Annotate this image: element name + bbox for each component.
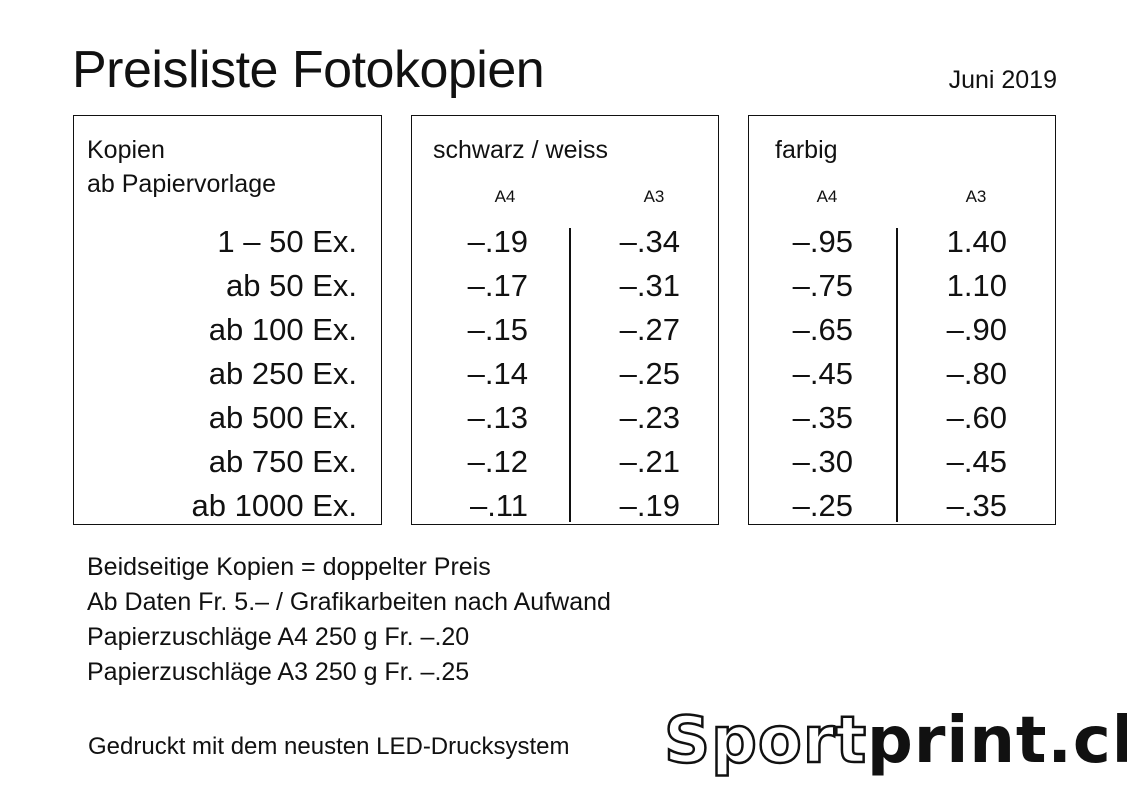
color-a4-price: –.45 bbox=[792, 356, 853, 391]
table-row: –.65 –.90 bbox=[749, 308, 1055, 352]
color-a3-price: –.35 bbox=[946, 488, 1007, 523]
color-a3-price: –.45 bbox=[946, 444, 1007, 479]
color-a4-price: –.65 bbox=[792, 312, 853, 347]
color-a3-header: A3 bbox=[965, 187, 987, 206]
quantity-list: 1 – 50 Ex. ab 50 Ex. ab 100 Ex. ab 250 E… bbox=[74, 220, 381, 528]
bw-a3-price: –.25 bbox=[619, 356, 680, 391]
bw-price-list: –.19 –.34 –.17 –.31 –.15 –.27 –.14 –.25 –.13… bbox=[412, 220, 718, 528]
color-price-list: –.95 1.40 –.75 1.10 –.65 –.90 –.45 –.80 –.35… bbox=[749, 220, 1055, 528]
quantity-label: ab 500 Ex. bbox=[208, 400, 357, 435]
table-row: –.45 –.80 bbox=[749, 352, 1055, 396]
bw-a4-price: –.12 bbox=[467, 444, 528, 479]
color-a4-price: –.35 bbox=[792, 400, 853, 435]
bw-a4-price: –.14 bbox=[467, 356, 528, 391]
list-item: ab 500 Ex. bbox=[74, 396, 381, 440]
table-row: –.11 –.19 bbox=[412, 484, 718, 528]
table-row: –.30 –.45 bbox=[749, 440, 1055, 484]
quantity-label: ab 250 Ex. bbox=[208, 356, 357, 391]
color-a4-header: A4 bbox=[816, 187, 838, 206]
notes: Beidseitige Kopien = doppelter Preis Ab … bbox=[87, 550, 611, 690]
note-line: Papierzuschläge A4 250 g Fr. –.20 bbox=[87, 623, 470, 651]
bw-a4-price: –.19 bbox=[467, 224, 528, 259]
footer-text: Gedruckt mit dem neusten LED-Drucksystem bbox=[88, 733, 570, 760]
list-item: 1 – 50 Ex. bbox=[74, 220, 381, 264]
quantity-label: ab 750 Ex. bbox=[208, 444, 357, 479]
bw-heading: schwarz / weiss bbox=[433, 136, 609, 164]
table-row: –.35 –.60 bbox=[749, 396, 1055, 440]
list-item: ab 750 Ex. bbox=[74, 440, 381, 484]
quantity-label: 1 – 50 Ex. bbox=[217, 224, 357, 259]
color-a3-price: –.80 bbox=[946, 356, 1007, 391]
quantity-label: ab 1000 Ex. bbox=[191, 488, 357, 523]
color-a4-price: –.25 bbox=[792, 488, 853, 523]
column-divider bbox=[896, 228, 898, 522]
note-line: Ab Daten Fr. 5.– / Grafikarbeiten nach A… bbox=[87, 588, 611, 616]
quantity-heading-line1: Kopien bbox=[87, 136, 165, 164]
note-line: Beidseitige Kopien = doppelter Preis bbox=[87, 553, 491, 581]
color-heading: farbig bbox=[775, 136, 838, 164]
color-a4-price: –.30 bbox=[792, 444, 853, 479]
quantity-label: ab 100 Ex. bbox=[208, 312, 357, 347]
bw-a4-price: –.17 bbox=[467, 268, 528, 303]
bw-a4-price: –.11 bbox=[469, 488, 528, 523]
logo-part-sport: Sport bbox=[663, 703, 868, 780]
bw-a3-price: –.23 bbox=[619, 400, 680, 435]
table-row: –.13 –.23 bbox=[412, 396, 718, 440]
column-divider bbox=[569, 228, 571, 522]
bw-a3-price: –.21 bbox=[619, 444, 680, 479]
color-a3-price: –.90 bbox=[946, 312, 1007, 347]
quantity-heading-line2: ab Papiervorlage bbox=[87, 170, 277, 198]
table-row: –.17 –.31 bbox=[412, 264, 718, 308]
bw-a4-header: A4 bbox=[494, 187, 516, 206]
bw-a3-header: A3 bbox=[643, 187, 665, 206]
color-a4-price: –.75 bbox=[792, 268, 853, 303]
brand-logo: Sportprint.ch bbox=[663, 700, 1127, 781]
color-a3-price: 1.40 bbox=[946, 224, 1007, 259]
bw-a4-price: –.13 bbox=[467, 400, 528, 435]
bw-price-box: schwarz / weiss A4 A3 –.19 –.34 –.17 –.31 … bbox=[411, 115, 719, 525]
date-label: Juni 2019 bbox=[948, 66, 1057, 94]
bw-a3-price: –.31 bbox=[619, 268, 680, 303]
table-row: –.95 1.40 bbox=[749, 220, 1055, 264]
note-line: Papierzuschläge A3 250 g Fr. –.25 bbox=[87, 658, 470, 686]
color-a3-price: –.60 bbox=[946, 400, 1007, 435]
bw-a3-price: –.34 bbox=[619, 224, 680, 259]
bw-a3-price: –.19 bbox=[619, 488, 680, 523]
list-item: ab 50 Ex. bbox=[74, 264, 381, 308]
bw-a3-price: –.27 bbox=[619, 312, 680, 347]
table-row: –.14 –.25 bbox=[412, 352, 718, 396]
quantity-box: Kopien ab Papiervorlage 1 – 50 Ex. ab 50… bbox=[73, 115, 382, 525]
color-a4-price: –.95 bbox=[792, 224, 853, 259]
bw-a4-price: –.15 bbox=[467, 312, 528, 347]
color-price-box: farbig A4 A3 –.95 1.40 –.75 1.10 –.65 –.90 … bbox=[748, 115, 1056, 525]
list-item: ab 1000 Ex. bbox=[74, 484, 381, 528]
list-item: ab 250 Ex. bbox=[74, 352, 381, 396]
table-row: –.19 –.34 bbox=[412, 220, 718, 264]
table-row: –.75 1.10 bbox=[749, 264, 1055, 308]
table-row: –.12 –.21 bbox=[412, 440, 718, 484]
table-row: –.15 –.27 bbox=[412, 308, 718, 352]
table-row: –.25 –.35 bbox=[749, 484, 1055, 528]
page-title: Preisliste Fotokopien bbox=[72, 41, 545, 99]
list-item: ab 100 Ex. bbox=[74, 308, 381, 352]
quantity-heading: Kopien ab Papiervorlage bbox=[87, 133, 276, 201]
logo-part-print: print.ch bbox=[867, 704, 1127, 778]
quantity-label: ab 50 Ex. bbox=[226, 268, 357, 303]
color-a3-price: 1.10 bbox=[946, 268, 1007, 303]
